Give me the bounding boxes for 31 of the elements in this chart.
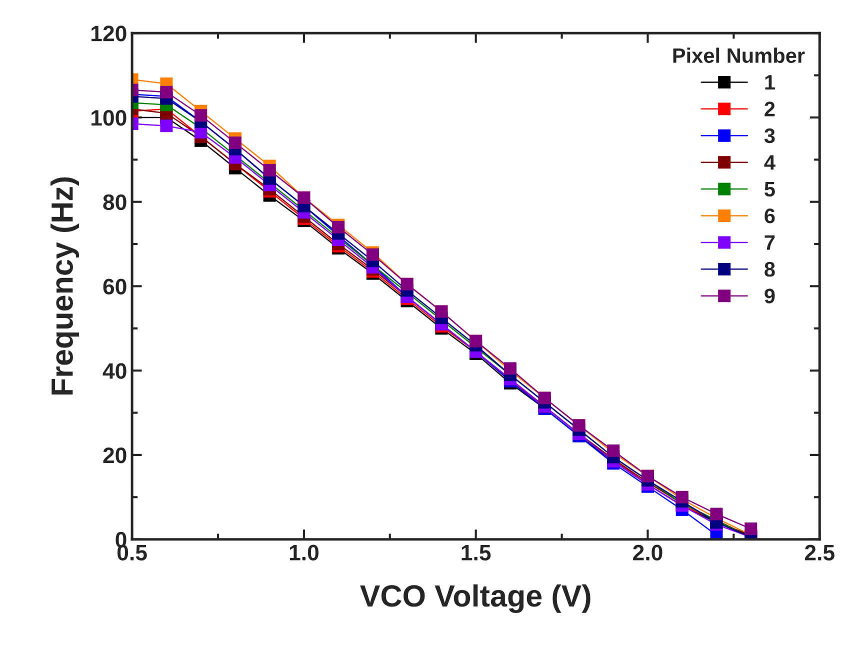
- legend-label: 7: [764, 235, 775, 250]
- legend-label: 6: [764, 208, 775, 224]
- point: [710, 508, 723, 520]
- point: [160, 86, 173, 98]
- legend-label: 8: [764, 262, 775, 277]
- x-axis-title: VCO Voltage (V): [360, 584, 590, 613]
- point: [160, 120, 173, 132]
- x-tick-label: 1.5: [462, 544, 491, 561]
- y-tick-label: 20: [103, 447, 126, 464]
- legend-label: 9: [764, 288, 775, 304]
- y-tick-label: 60: [103, 278, 126, 294]
- y-tick-label: 120: [92, 26, 126, 42]
- legend-label: 3: [764, 128, 775, 144]
- y-axis-title: Frequency (Hz): [50, 177, 80, 395]
- point: [263, 164, 276, 176]
- point: [194, 109, 208, 122]
- point: [744, 522, 758, 536]
- legend-label: 5: [764, 182, 775, 197]
- x-tick-label: 2.5: [804, 544, 834, 561]
- point: [676, 490, 688, 504]
- legend-label: 2: [764, 102, 775, 116]
- y-tick-label: 100: [92, 110, 126, 126]
- legend-label: 4: [764, 155, 776, 170]
- y-tick-label: 80: [103, 194, 126, 210]
- y-tick-label: 40: [102, 363, 126, 379]
- legend-label: 1: [765, 75, 775, 90]
- x-tick-label: 2.0: [633, 544, 662, 561]
- legend-title: Pixel Number: [673, 48, 805, 63]
- point: [607, 444, 620, 457]
- point: [228, 136, 242, 150]
- x-tick-label: 1.0: [290, 544, 318, 561]
